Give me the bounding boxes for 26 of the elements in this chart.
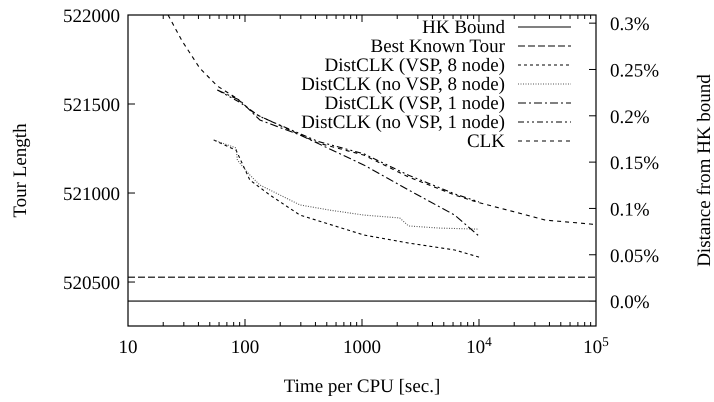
y2-tick-label: 0.0% — [610, 292, 650, 314]
legend-label: CLK — [467, 131, 506, 152]
x-tick-label: 10$^{5}$ — [583, 334, 610, 358]
legend-label: Best Known Tour — [370, 36, 506, 57]
x-tick-label: 10$^{4}$ — [466, 334, 492, 358]
y2-tick-label: 0.3% — [610, 14, 650, 36]
y2-tick-label: 0.1% — [610, 199, 650, 220]
y2-tick-label: 0.2% — [610, 106, 650, 128]
y2-axis-title: Distance from HK bound — [694, 74, 714, 267]
y-tick-label: 521500 — [63, 95, 120, 116]
y-tick-label: 522000 — [63, 6, 120, 27]
x-axis-title: Time per CPU [sec.] — [284, 376, 440, 397]
x-tick-label: 10 — [118, 337, 138, 358]
y2-tick-label: 0.05% — [610, 246, 660, 267]
legend-label: HK Bound — [422, 17, 506, 38]
x-tick-label: 100 — [230, 337, 260, 358]
legend-label: DistCLK (VSP, 8 node) — [324, 55, 505, 76]
legend-label: DistCLK (no VSP, 8 node) — [301, 74, 505, 95]
y2-tick-label: 0.15% — [610, 153, 660, 174]
y-tick-label: 521000 — [63, 184, 120, 206]
y-axis-title: Tour Length — [10, 122, 31, 218]
y2-tick-label: 0.25% — [610, 60, 660, 82]
x-tick-label: 1000 — [343, 337, 381, 358]
legend-label: DistCLK (no VSP, 1 node) — [301, 112, 505, 133]
legend-label: DistCLK (VSP, 1 node) — [324, 93, 505, 114]
y-tick-label: 520500 — [63, 273, 120, 294]
